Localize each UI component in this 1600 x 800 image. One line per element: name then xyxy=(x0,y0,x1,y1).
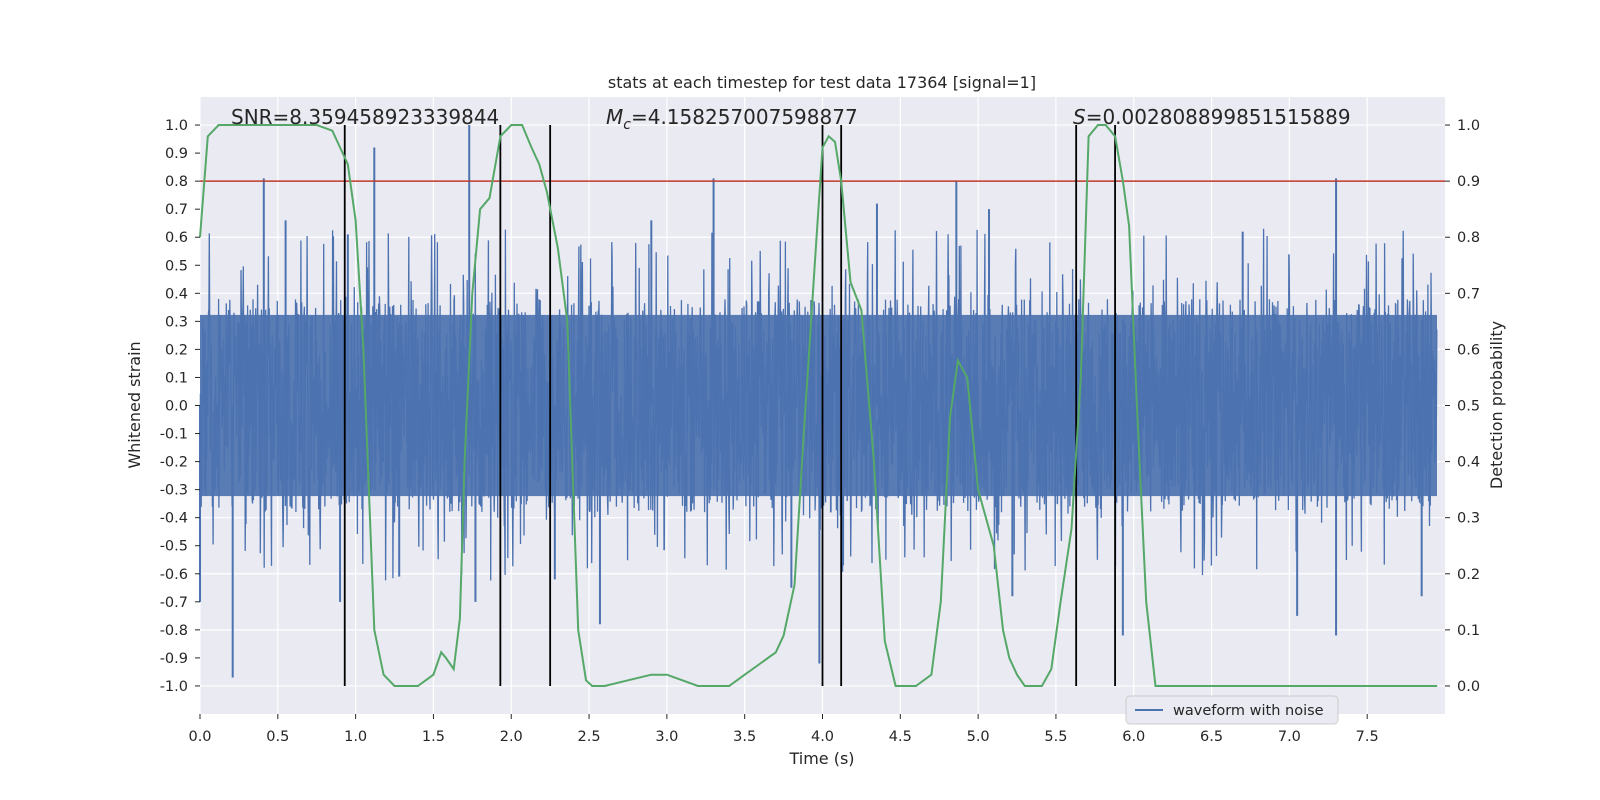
left-tick-label: 0.6 xyxy=(165,230,188,246)
left-tick-label: 0.2 xyxy=(165,342,188,358)
chirp-mass-symbol: M xyxy=(606,105,623,129)
right-tick-label: 0.0 xyxy=(1457,679,1480,695)
x-tick-label: 7.5 xyxy=(1356,729,1379,745)
left-axis-ticks: -1.0 -0.9 -0.8 -0.7 -0.6 -0.5 -0.4 -0.3 -0.2 -0.1… xyxy=(160,118,200,695)
s-symbol: S xyxy=(1073,105,1086,129)
x-tick-label: 6.0 xyxy=(1122,729,1145,745)
left-tick-label: -0.6 xyxy=(160,567,188,583)
right-tick-label: 0.5 xyxy=(1457,399,1480,415)
right-tick-label: 0.3 xyxy=(1457,511,1480,527)
right-tick-label: 0.6 xyxy=(1457,342,1480,358)
left-tick-label: -0.7 xyxy=(160,595,188,611)
left-tick-label: -0.4 xyxy=(160,511,188,527)
snr-annotation: SNR=8.359458923339844 xyxy=(231,105,499,129)
x-tick-label: 5.5 xyxy=(1044,729,1067,745)
left-tick-label: -0.3 xyxy=(160,483,188,499)
x-axis-label: Time (s) xyxy=(788,749,854,768)
right-axis-label: Detection probability xyxy=(1487,321,1506,489)
right-tick-label: 0.9 xyxy=(1457,174,1480,190)
left-tick-label: 1.0 xyxy=(165,118,188,134)
x-tick-label: 3.5 xyxy=(733,729,756,745)
legend: waveform with noise xyxy=(1125,695,1339,725)
right-axis-ticks: 0.0 0.1 0.2 0.3 0.4 0.5 0.6 0.7 0.8 0.9 1.0 xyxy=(1445,118,1480,695)
x-tick-label: 1.5 xyxy=(422,729,445,745)
left-tick-label: 0.0 xyxy=(165,399,188,415)
x-tick-label: 2.0 xyxy=(500,729,523,745)
right-tick-label: 1.0 xyxy=(1457,118,1480,134)
s-annotation: S=0.002808899851515889 xyxy=(1073,105,1351,129)
left-tick-label: 0.1 xyxy=(165,370,188,386)
x-axis-ticks: 0.0 0.5 1.0 1.5 2.0 2.5 3.0 3.5 4.0 4.5 5.0 5.5 6.0 6… xyxy=(188,714,1379,745)
right-tick-label: 0.8 xyxy=(1457,230,1480,246)
left-tick-label: -0.8 xyxy=(160,623,188,639)
chirp-mass-annotation: Mc=4.158257007598877 xyxy=(606,105,858,133)
x-tick-label: 2.5 xyxy=(578,729,601,745)
x-tick-label: 3.0 xyxy=(655,729,678,745)
left-tick-label: 0.4 xyxy=(165,286,188,302)
probability-series xyxy=(199,124,1438,687)
legend-label: waveform with noise xyxy=(1173,703,1324,719)
event-markers xyxy=(343,125,1116,686)
left-tick-label: -0.9 xyxy=(160,651,188,667)
s-value: =0.002808899851515889 xyxy=(1086,105,1351,129)
left-tick-label: -0.5 xyxy=(160,539,188,555)
x-tick-label: 0.5 xyxy=(266,729,289,745)
left-tick-label: -0.1 xyxy=(160,427,188,443)
x-tick-label: 1.0 xyxy=(344,729,367,745)
chirp-mass-value: =4.158257007598877 xyxy=(631,105,858,129)
left-tick-label: -1.0 xyxy=(160,679,188,695)
x-tick-label: 5.0 xyxy=(967,729,990,745)
legend-box xyxy=(1125,695,1339,725)
left-tick-label: 0.5 xyxy=(165,258,188,274)
left-tick-label: 0.3 xyxy=(165,314,188,330)
x-tick-label: 4.5 xyxy=(889,729,912,745)
x-tick-label: 7.0 xyxy=(1278,729,1301,745)
right-tick-label: 0.4 xyxy=(1457,455,1480,471)
left-tick-label: 0.7 xyxy=(165,202,188,218)
waveform-series xyxy=(199,125,1438,678)
chirp-mass-subscript: c xyxy=(623,117,631,133)
left-tick-label: 0.9 xyxy=(165,146,188,162)
right-tick-label: 0.7 xyxy=(1457,286,1480,302)
left-axis-label: Whitened strain xyxy=(125,341,144,468)
left-tick-label: 0.8 xyxy=(165,174,188,190)
right-tick-label: 0.2 xyxy=(1457,567,1480,583)
left-tick-label: -0.2 xyxy=(160,455,188,471)
x-tick-label: 4.0 xyxy=(811,729,834,745)
probability-line xyxy=(199,124,1438,687)
right-tick-label: 0.1 xyxy=(1457,623,1480,639)
chart-title: stats at each timestep for test data 173… xyxy=(608,73,1036,92)
x-tick-label: 0.0 xyxy=(188,729,211,745)
x-tick-label: 6.5 xyxy=(1200,729,1223,745)
